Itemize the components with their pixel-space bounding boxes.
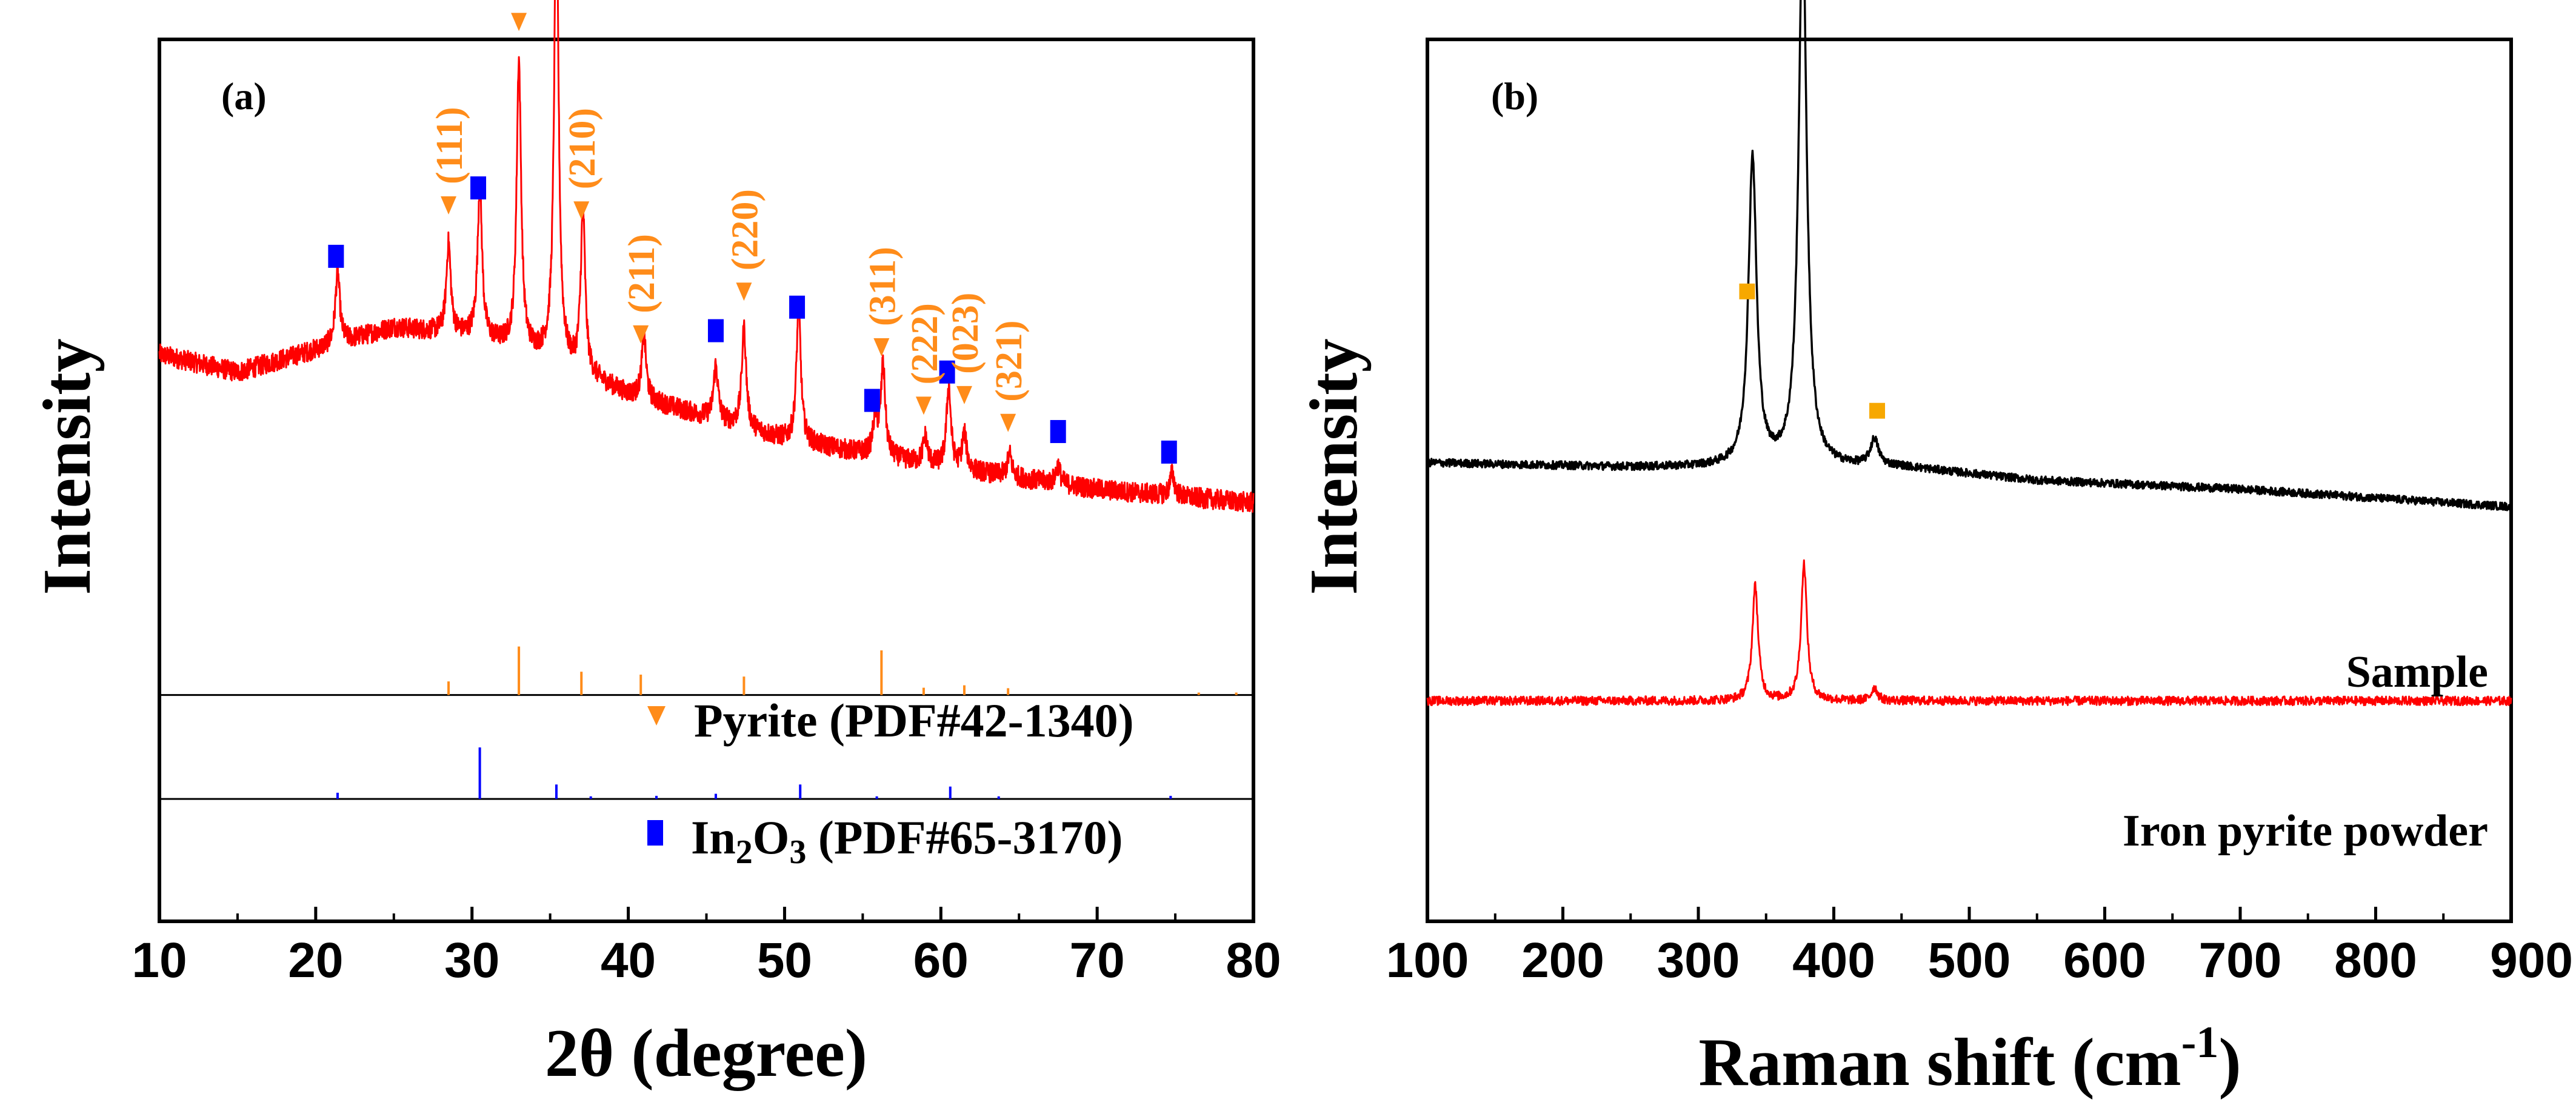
- x-tick-label: 80: [1226, 933, 1281, 988]
- x-tick-label: 40: [601, 933, 656, 988]
- in2o3-reference-label: In2O3 (PDF#65-3170): [691, 811, 1123, 871]
- xrd-series-line: [158, 0, 1255, 513]
- pyrite-hkl-label: (211): [621, 234, 662, 313]
- sample-series-label: Sample: [2346, 647, 2488, 697]
- in2o3-legend-marker: [647, 820, 663, 846]
- pyrite-peak-marker: [956, 385, 972, 404]
- pyrite-hkl-label: (220): [724, 189, 766, 270]
- x-tick-label: 600: [2063, 933, 2146, 988]
- pyrite-hkl-label: (222): [904, 303, 946, 384]
- y-axis-label-a: Intensity: [30, 338, 105, 595]
- x-axis-label-b: Raman shift (cm-1): [1698, 1018, 2241, 1100]
- raman-sample-line: [1426, 0, 2512, 512]
- in2o3-peak-marker: [789, 295, 806, 319]
- x-tick-label: 500: [1928, 933, 2011, 988]
- x-axis-label-a: 2θ (degree): [545, 1016, 867, 1091]
- raman-peak-marker: [1739, 283, 1755, 299]
- x-tick-label: 800: [2334, 933, 2417, 988]
- x-axis-ticks-a: 10 20 30 40 50 60 70 80: [132, 907, 1281, 988]
- x-tick-label: 100: [1386, 933, 1469, 988]
- pyrite-legend-marker: [647, 706, 666, 726]
- pyrite-hkl-label: (200): [499, 0, 541, 1]
- x-tick-label: 900: [2490, 933, 2573, 988]
- xrd-markers: (111) (200) (210) (211) (220) (311)(222)(023)…: [328, 0, 1177, 464]
- raman-powder-line: [1426, 559, 2512, 706]
- powder-series-label: Iron pyrite powder: [2123, 806, 2488, 856]
- pyrite-peak-marker: [633, 325, 649, 344]
- panel-a: (111) (200) (210) (211) (220) (311)(222)(023)…: [30, 0, 1281, 1091]
- in2o3-peak-marker: [707, 319, 724, 342]
- x-tick-label: 20: [288, 933, 343, 988]
- x-tick-label: 700: [2199, 933, 2282, 988]
- pyrite-peak-marker: [511, 13, 527, 32]
- in2o3-peak-marker: [939, 360, 955, 384]
- panel-label-b: (b): [1491, 75, 1538, 118]
- pyrite-hkl-label: (311): [862, 247, 903, 326]
- x-tick-label: 30: [444, 933, 499, 988]
- panel-b: 100 200 300 400 500 600 700 800 900 (b) Sample I…: [1296, 0, 2573, 1100]
- in2o3-peak-marker: [1050, 419, 1066, 443]
- y-axis-label-b: Intensity: [1296, 338, 1372, 595]
- raman-peak-marker: [1869, 402, 1886, 419]
- pyrite-reference-label: Pyrite (PDF#42-1340): [694, 694, 1134, 747]
- in2o3-peak-marker: [470, 176, 487, 200]
- pyrite-hkl-label: (321): [989, 320, 1030, 401]
- pyrite-peak-marker: [915, 396, 932, 415]
- x-axis-ticks-b: 100 200 300 400 500 600 700 800 900: [1386, 907, 2573, 988]
- x-tick-label: 60: [913, 933, 969, 988]
- in2o3-peak-marker: [328, 244, 344, 268]
- plot-area-a: [158, 38, 1255, 923]
- x-tick-label: 400: [1792, 933, 1875, 988]
- pyrite-peak-marker: [441, 196, 457, 215]
- pyrite-peak-marker: [1000, 413, 1016, 432]
- x-tick-label: 70: [1070, 933, 1125, 988]
- in2o3-peak-marker: [1161, 440, 1177, 464]
- raman-markers: [1739, 283, 1886, 419]
- pyrite-hkl-label: (111): [429, 107, 470, 184]
- pyrite-peak-marker: [736, 282, 752, 301]
- in2o3-peak-marker: [864, 389, 880, 412]
- plot-area-b: [1426, 38, 2513, 923]
- panel-label-a: (a): [221, 75, 267, 118]
- pyrite-hkl-label: (210): [562, 108, 603, 189]
- x-tick-label: 300: [1657, 933, 1740, 988]
- x-tick-label: 10: [132, 933, 187, 988]
- pyrite-hkl-label: (023): [945, 293, 986, 374]
- pyrite-peak-marker: [873, 338, 890, 357]
- x-tick-label: 200: [1521, 933, 1604, 988]
- pyrite-peak-marker: [573, 201, 590, 220]
- xrd-reference-bands: [159, 646, 1253, 800]
- x-tick-label: 50: [757, 933, 812, 988]
